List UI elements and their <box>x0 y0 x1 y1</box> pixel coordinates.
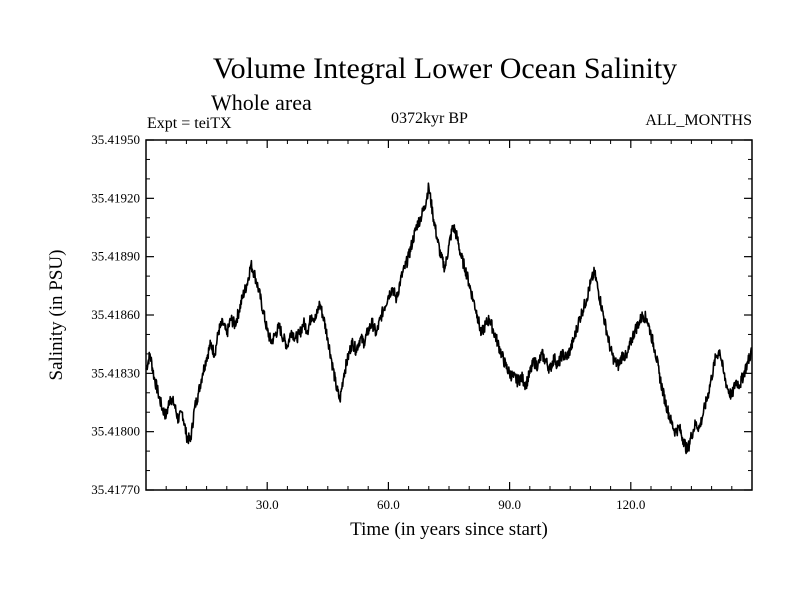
y-axis-label: Salinity (in PSU) <box>46 250 67 381</box>
y-tick-label: 35.41830 <box>91 365 140 380</box>
y-tick-label: 35.41860 <box>91 307 140 322</box>
x-tick-label: 60.0 <box>377 497 400 512</box>
series-layer <box>145 182 753 455</box>
salinity-series-line <box>145 182 753 455</box>
chart-subtitle: Whole area <box>211 90 312 115</box>
x-tick-label: 30.0 <box>256 497 279 512</box>
ticks-layer: 30.0 60.0 90.0 120.0 35.41770 35.41800 35.4183… <box>91 132 752 512</box>
x-axis-label: Time (in years since start) <box>350 519 548 540</box>
chart-title: Volume Integral Lower Ocean Salinity <box>212 52 678 85</box>
y-tick-label: 35.41920 <box>91 190 140 205</box>
x-tick-label: 90.0 <box>498 497 521 512</box>
y-tick-label: 35.41890 <box>91 249 140 264</box>
y-tick-label: 35.41770 <box>91 482 140 497</box>
y-tick-label: 35.41800 <box>91 424 140 439</box>
y-tick-label: 35.41950 <box>91 132 140 147</box>
months-label: ALL_MONTHS <box>645 112 752 129</box>
experiment-label: Expt = teiTX <box>147 115 232 132</box>
period-label: 0372kyr BP <box>391 110 468 127</box>
x-tick-label: 120.0 <box>616 497 645 512</box>
